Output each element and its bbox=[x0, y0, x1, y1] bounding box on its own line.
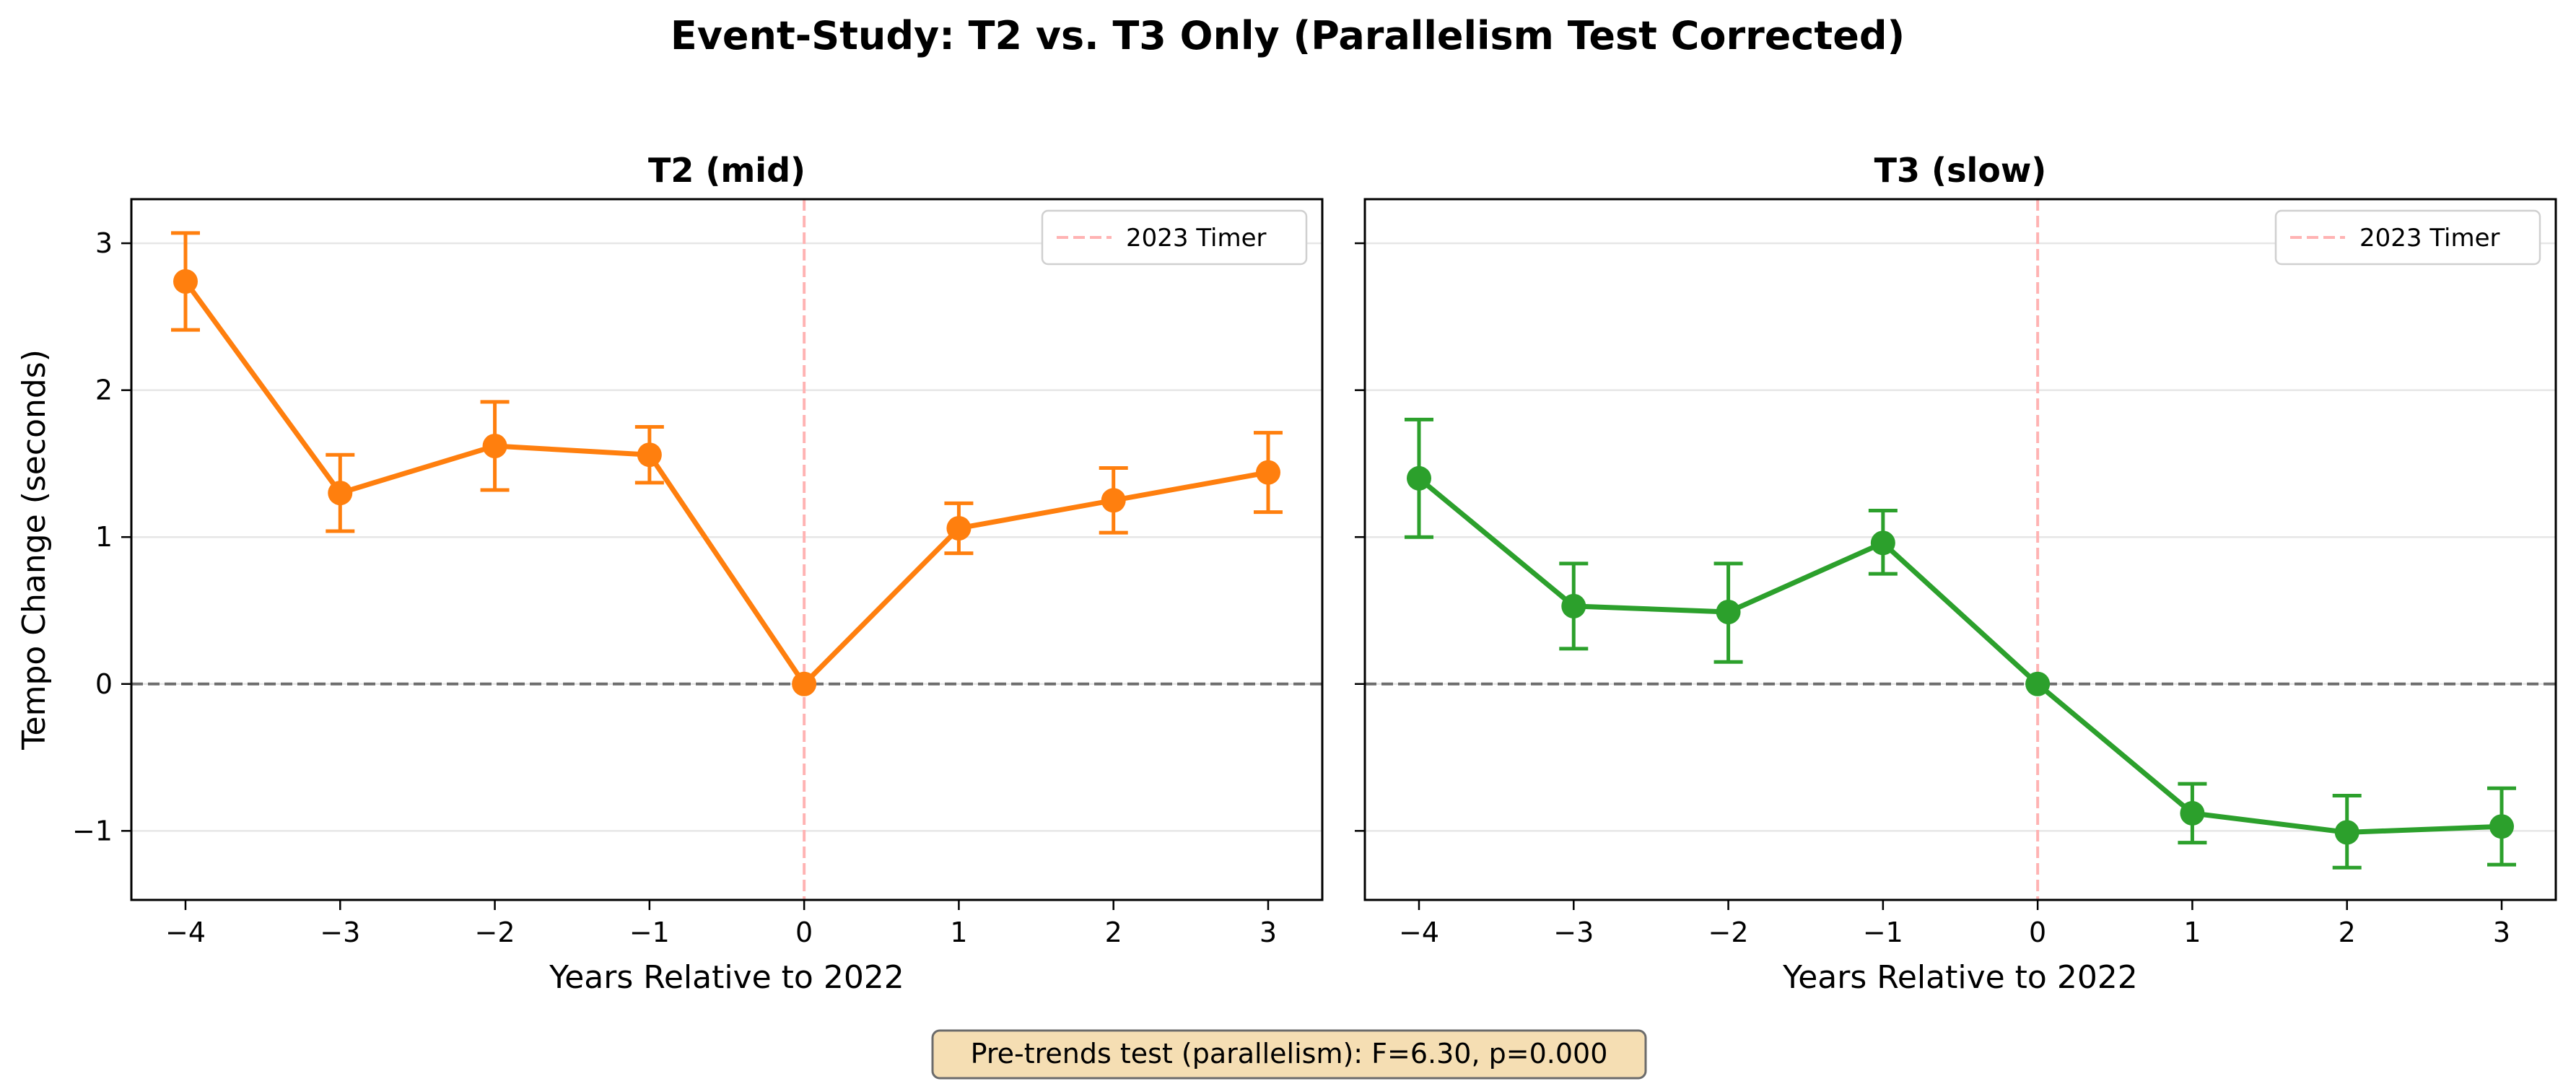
x-tick-label: −3 bbox=[1553, 917, 1594, 948]
panel-title: T2 (mid) bbox=[648, 151, 805, 190]
x-tick-label: 1 bbox=[950, 917, 967, 948]
y-tick-label: 1 bbox=[95, 521, 113, 553]
axes-frame bbox=[130, 198, 1324, 901]
data-point bbox=[1716, 600, 1741, 625]
x-tick-label: −4 bbox=[1399, 917, 1439, 948]
y-tick-label: 3 bbox=[95, 227, 113, 259]
y-tick-label: 2 bbox=[95, 375, 113, 406]
x-tick-label: −3 bbox=[320, 917, 360, 948]
panel-title: T3 (slow) bbox=[1874, 151, 2047, 190]
data-point bbox=[2025, 671, 2051, 696]
panel-t3: −4 −3 −2 −1 0 1 2 3 T3 (slow) Years Relative to 2… bbox=[1355, 151, 2557, 996]
x-tick-label: 3 bbox=[2493, 917, 2510, 948]
data-point bbox=[2180, 800, 2205, 826]
data-point bbox=[792, 671, 817, 696]
data-point bbox=[946, 515, 972, 541]
series-line bbox=[1417, 476, 2502, 835]
y-tick-label: 0 bbox=[95, 668, 113, 700]
pretrends-annotation: Pre-trends test (parallelism): F=6.30, p… bbox=[931, 1029, 1647, 1080]
series-line bbox=[183, 279, 1269, 687]
x-tick-label: −1 bbox=[1863, 917, 1903, 948]
x-tick-label: 2 bbox=[1105, 917, 1122, 948]
data-point bbox=[1870, 530, 1895, 556]
data-point bbox=[1101, 488, 1126, 513]
data-point bbox=[173, 268, 198, 294]
x-tick-label: −2 bbox=[475, 917, 515, 948]
data-point bbox=[2334, 820, 2359, 845]
axes-frame bbox=[1363, 198, 2557, 901]
x-tick-label: −2 bbox=[1708, 917, 1749, 948]
annotation-text: Pre-trends test (parallelism): F=6.30, p… bbox=[971, 1038, 1608, 1070]
x-tick-label: 2 bbox=[2339, 917, 2356, 948]
data-point bbox=[1256, 460, 1280, 485]
y-tick-label: −1 bbox=[72, 815, 113, 847]
data-point bbox=[328, 481, 353, 506]
x-tick-label: 0 bbox=[795, 917, 813, 948]
legend-label: 2023 Timer bbox=[1126, 224, 1267, 253]
data-point bbox=[1407, 465, 1431, 491]
data-point bbox=[637, 442, 662, 468]
legend-box bbox=[2274, 209, 2541, 266]
y-axis-label: Tempo Change (seconds) bbox=[16, 349, 53, 751]
legend-label: 2023 Timer bbox=[2359, 224, 2500, 253]
legend-box bbox=[1041, 209, 1308, 266]
x-tick-label: 0 bbox=[2029, 917, 2046, 948]
annotation-background bbox=[931, 1029, 1647, 1080]
panel-t2: −4 −3 −2 −1 0 1 2 3 −1 0 1 2 3 T2 (mid) Years Relative… bbox=[16, 151, 1324, 996]
data-point bbox=[1561, 593, 1586, 618]
x-axis-label: Years Relative to 2022 bbox=[1782, 959, 2138, 996]
data-point bbox=[2489, 814, 2514, 839]
data-point bbox=[482, 433, 507, 458]
x-tick-label: 3 bbox=[1259, 917, 1277, 948]
x-tick-label: −4 bbox=[165, 917, 206, 948]
x-axis-label: Years Relative to 2022 bbox=[549, 959, 904, 996]
x-tick-label: −1 bbox=[629, 917, 670, 948]
x-tick-label: 1 bbox=[2183, 917, 2201, 948]
figure-title: Event-Study: T2 vs. T3 Only (Parallelism… bbox=[671, 13, 1905, 58]
